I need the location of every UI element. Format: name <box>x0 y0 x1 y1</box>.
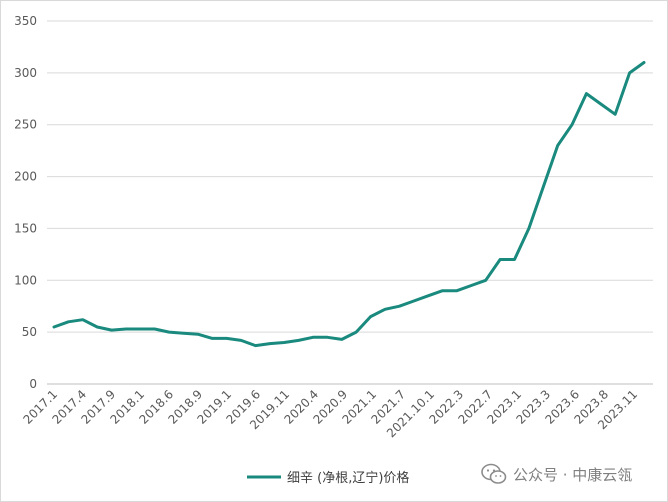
y-tick-label: 50 <box>22 325 37 339</box>
y-tick-label: 100 <box>14 273 37 287</box>
wechat-icon <box>481 463 507 484</box>
legend-label: 细辛 (净根,辽宁)价格 <box>287 470 409 486</box>
y-tick-label: 250 <box>14 118 37 132</box>
y-tick-label: 200 <box>14 170 37 184</box>
y-tick-label: 300 <box>14 66 37 80</box>
series-line <box>52 61 646 348</box>
y-tick-label: 0 <box>29 377 37 391</box>
watermark: 公众号 · 中康云瓴 <box>481 463 632 485</box>
watermark-text: 公众号 · 中康云瓴 <box>513 465 633 484</box>
y-tick-label: 150 <box>14 221 37 235</box>
y-tick-label: 350 <box>14 14 37 28</box>
